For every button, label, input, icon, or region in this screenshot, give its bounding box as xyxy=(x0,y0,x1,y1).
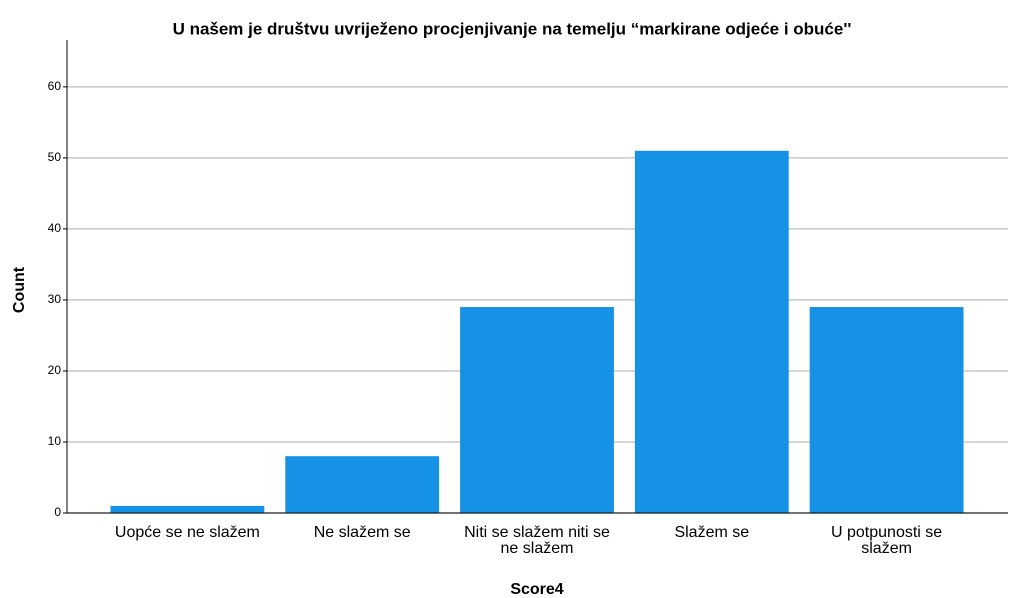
bar xyxy=(110,505,265,513)
x-tick-label: Slažem se xyxy=(674,524,750,541)
y-tick-label: 0 xyxy=(54,505,61,519)
x-tick-label: U potpunosti se slažem xyxy=(831,524,943,557)
bar xyxy=(460,307,614,513)
y-tick-label: 50 xyxy=(48,150,62,164)
y-tick-label: 40 xyxy=(48,221,62,235)
x-tick-label: Ne slažem se xyxy=(313,524,411,541)
y-tick-label: 10 xyxy=(48,434,62,448)
y-tick-label: 20 xyxy=(48,363,62,377)
y-axis-label: Count xyxy=(11,266,28,313)
bar xyxy=(285,456,440,513)
y-tick-label: 30 xyxy=(48,292,62,306)
x-tick-label: Niti se slažem niti se ne slažem xyxy=(464,524,610,557)
bar xyxy=(809,307,964,513)
x-axis-label: Score4 xyxy=(510,581,563,598)
chart-title: U našem je društvu uvriježeno procjenjiv… xyxy=(173,19,852,38)
y-tick-label: 60 xyxy=(48,79,62,93)
bar xyxy=(634,150,789,513)
x-tick-label: Uopće se ne slažem xyxy=(114,524,260,541)
